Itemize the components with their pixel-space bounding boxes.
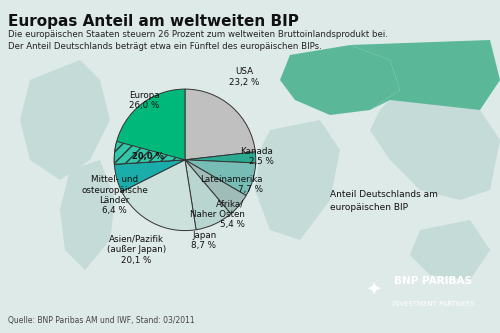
Text: BNP PARIBAS: BNP PARIBAS	[394, 276, 472, 286]
Wedge shape	[114, 89, 185, 164]
Text: Afrika/
Naher Osten
5,4 %: Afrika/ Naher Osten 5,4 %	[190, 199, 244, 229]
Wedge shape	[114, 142, 185, 164]
Wedge shape	[185, 89, 256, 160]
Polygon shape	[280, 45, 400, 115]
Text: Kanada
2,5 %: Kanada 2,5 %	[240, 147, 274, 166]
Text: Asien/Pazifik
(außer Japan)
20,1 %: Asien/Pazifik (außer Japan) 20,1 %	[107, 235, 166, 264]
Text: Europa
26,0 %: Europa 26,0 %	[129, 91, 160, 111]
Polygon shape	[370, 100, 500, 200]
Polygon shape	[20, 60, 110, 180]
Text: Quelle: BNP Paribas AM und IWF, Stand: 03/2011: Quelle: BNP Paribas AM und IWF, Stand: 0…	[8, 316, 194, 325]
Text: Die europäischen Staaten steuern 26 Prozent zum weltweiten Bruttoinlandsprodukt : Die europäischen Staaten steuern 26 Proz…	[8, 30, 388, 51]
Wedge shape	[185, 160, 256, 195]
Polygon shape	[410, 220, 490, 280]
Text: Japan
8,7 %: Japan 8,7 %	[191, 230, 216, 250]
Polygon shape	[60, 160, 115, 270]
Text: 20,0 %: 20,0 %	[132, 152, 164, 161]
Text: ✦: ✦	[365, 279, 382, 298]
Text: Europas Anteil am weltweiten BIP: Europas Anteil am weltweiten BIP	[8, 14, 299, 29]
Polygon shape	[350, 40, 500, 120]
Text: USA
23,2 %: USA 23,2 %	[228, 67, 259, 87]
Wedge shape	[185, 160, 231, 230]
Text: INVESTMENT PARTNERS: INVESTMENT PARTNERS	[392, 301, 474, 307]
Wedge shape	[122, 160, 196, 230]
Polygon shape	[255, 120, 340, 240]
Text: Anteil Deutschlands am
europäischen BIP: Anteil Deutschlands am europäischen BIP	[330, 190, 438, 211]
Wedge shape	[185, 152, 256, 163]
Wedge shape	[114, 160, 185, 191]
Text: Lateinamerika
7,7 %: Lateinamerika 7,7 %	[200, 175, 263, 194]
Text: Mittel- und
osteuropäische
Länder
6,4 %: Mittel- und osteuropäische Länder 6,4 %	[81, 175, 148, 215]
Wedge shape	[185, 160, 246, 214]
